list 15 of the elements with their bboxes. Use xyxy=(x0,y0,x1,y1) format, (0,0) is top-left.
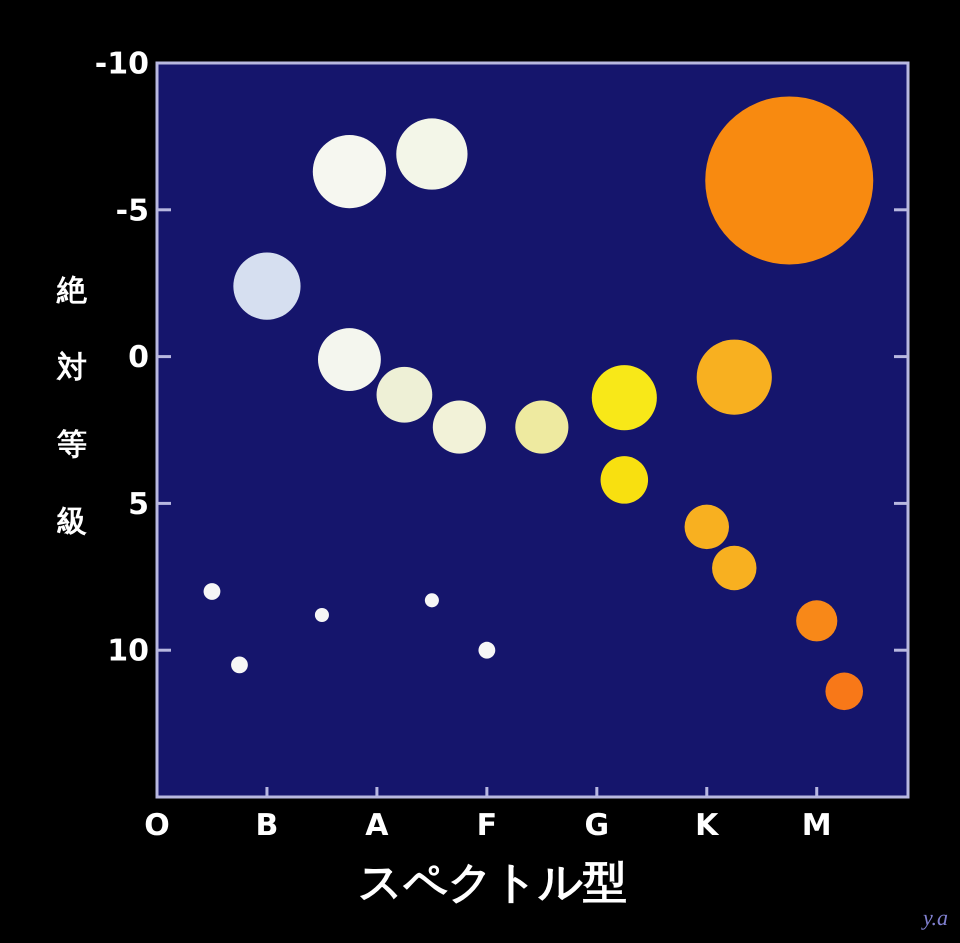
x-tick-label: F xyxy=(476,808,498,843)
x-tick-label: K xyxy=(695,808,720,843)
x-tick-label: A xyxy=(365,808,390,843)
x-tick-label: O xyxy=(144,808,170,843)
y-tick-label: 10 xyxy=(107,634,149,669)
y-tick-label: 0 xyxy=(128,340,149,376)
text: 絶対等級 xyxy=(57,273,87,539)
x-axis-title: スペクトル型 xyxy=(358,857,627,908)
x-tick-label: B xyxy=(256,808,278,843)
text: y.a xyxy=(920,905,948,930)
y-tick-label: -10 xyxy=(94,46,149,82)
y-tick-label: -5 xyxy=(116,193,149,228)
x-tick-label: G xyxy=(584,808,610,843)
x-tick-label: M xyxy=(802,808,832,843)
y-tick-label: 5 xyxy=(128,486,149,522)
